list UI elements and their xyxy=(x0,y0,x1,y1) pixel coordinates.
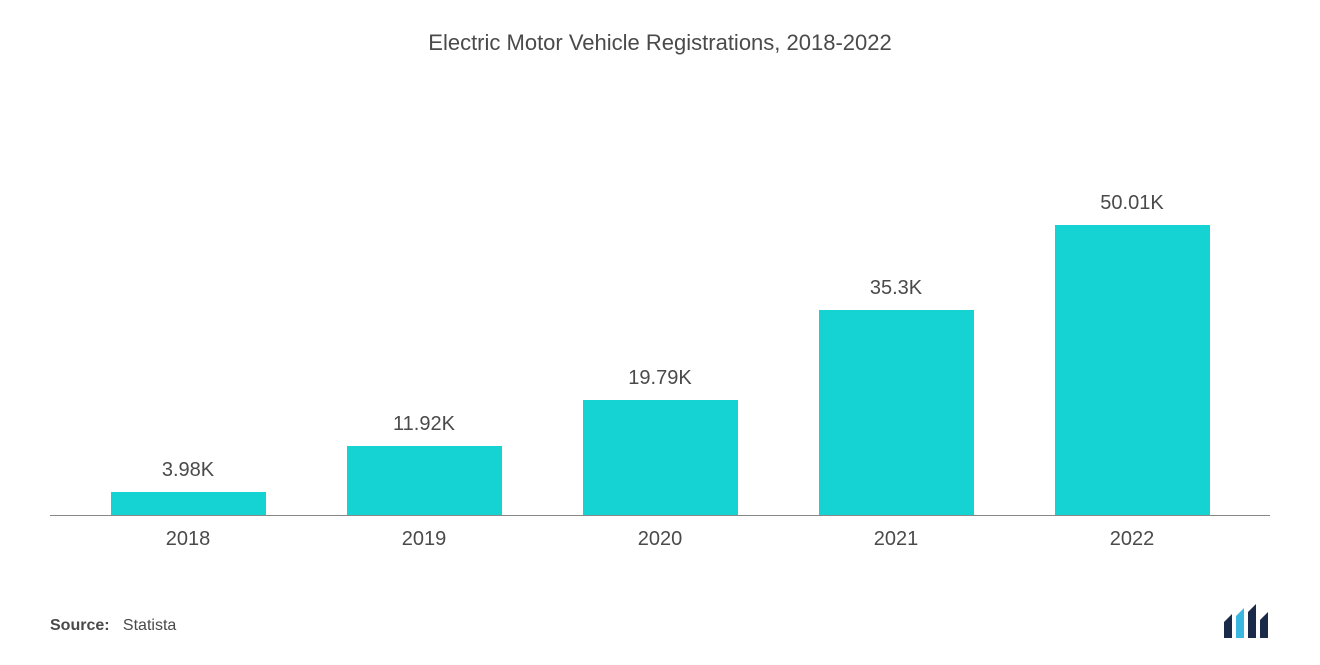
value-label-0: 3.98K xyxy=(162,459,214,482)
source-attribution: Source: Statista xyxy=(50,617,176,635)
source-label: Source: xyxy=(50,617,110,634)
x-label-2: 2020 xyxy=(570,528,750,551)
brand-logo-icon xyxy=(1222,604,1270,640)
bar-0 xyxy=(111,492,266,515)
bar-group-2: 19.79K xyxy=(570,367,750,515)
bar-group-4: 50.01K xyxy=(1042,192,1222,515)
bar-2 xyxy=(583,400,738,515)
bar-3 xyxy=(819,310,974,515)
bar-group-3: 35.3K xyxy=(806,277,986,515)
x-axis-labels: 2018 2019 2020 2021 2022 xyxy=(50,528,1270,551)
bar-group-0: 3.98K xyxy=(98,459,278,515)
bar-4 xyxy=(1055,225,1210,515)
value-label-1: 11.92K xyxy=(393,413,455,436)
x-label-3: 2021 xyxy=(806,528,986,551)
x-label-0: 2018 xyxy=(98,528,278,551)
chart-plot-area: 3.98K 11.92K 19.79K 35.3K 50.01K xyxy=(50,106,1270,516)
bar-group-1: 11.92K xyxy=(334,413,514,515)
x-label-4: 2022 xyxy=(1042,528,1222,551)
value-label-4: 50.01K xyxy=(1100,192,1163,215)
value-label-3: 35.3K xyxy=(870,277,922,300)
source-value: Statista xyxy=(123,617,176,634)
value-label-2: 19.79K xyxy=(628,367,691,390)
x-label-1: 2019 xyxy=(334,528,514,551)
bar-1 xyxy=(347,446,502,515)
chart-title: Electric Motor Vehicle Registrations, 20… xyxy=(50,30,1270,56)
